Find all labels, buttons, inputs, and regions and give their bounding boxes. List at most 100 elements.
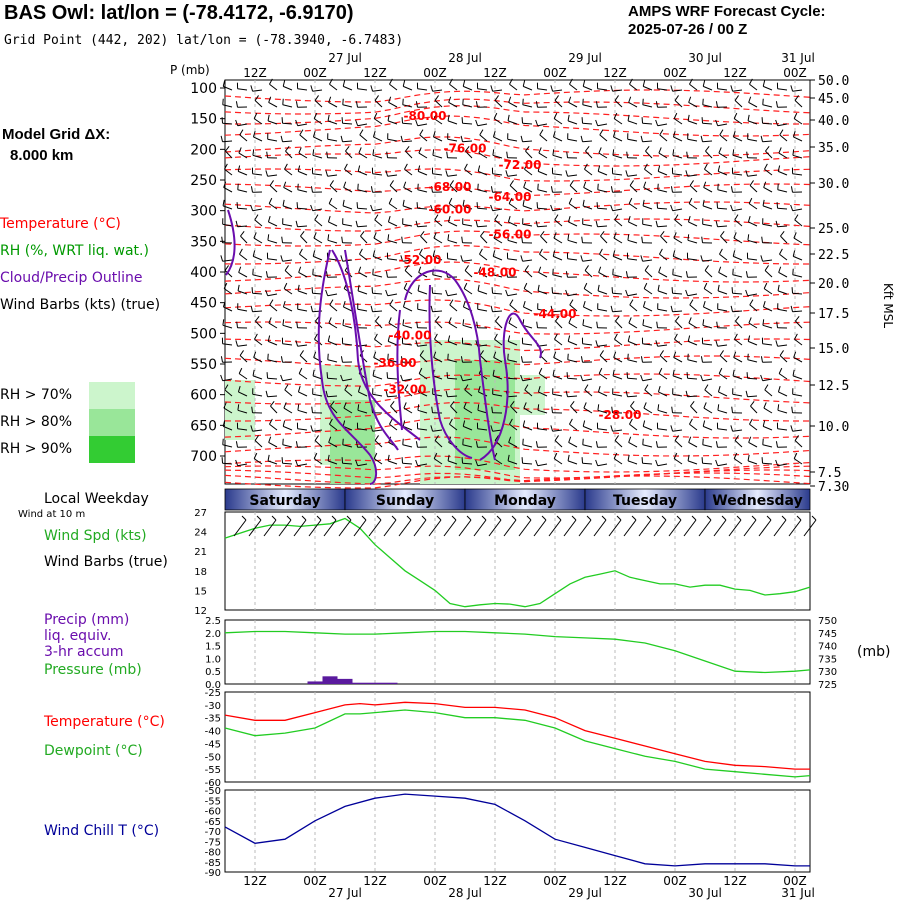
- wind-barb-88: [373, 112, 383, 125]
- wind-barb-18: [490, 85, 503, 92]
- barb-flag: [688, 96, 692, 103]
- bottom-date-label-3: 30 Jul: [688, 886, 722, 900]
- wind-barb-132: [447, 133, 458, 142]
- kft-label-8: 17.5: [818, 307, 849, 322]
- kft-label-0: 50.0: [818, 74, 849, 89]
- top-time-label-0: 12Z: [243, 66, 267, 80]
- wind-barb-3: [269, 78, 278, 91]
- kft-label-9: 15.0: [818, 342, 849, 357]
- barb-staff: [704, 168, 713, 176]
- wind-barb-34: [730, 85, 743, 92]
- barb-staff: [763, 85, 773, 91]
- swatch-rh70: [89, 382, 135, 409]
- bottom-time-label-1: 00Z: [303, 874, 327, 888]
- barb-staff: [658, 170, 668, 176]
- wind-barb-46: [328, 96, 338, 108]
- kft-axis-title: Kft MSL: [881, 283, 895, 328]
- barb-staff: [522, 122, 533, 125]
- barb-flag: [717, 165, 721, 172]
- wind-barb-154: [779, 129, 788, 142]
- wind-barb-184: [645, 145, 653, 159]
- temp-contour-12: [224, 261, 811, 283]
- wind-barb-238: [283, 181, 293, 193]
- barb-staff: [252, 154, 263, 159]
- barb-flag: [462, 80, 466, 87]
- barb-staff: [553, 118, 563, 125]
- p-label-8: 500: [190, 326, 217, 342]
- barb-staff: [372, 173, 383, 176]
- barb-flag: [475, 101, 479, 108]
- wind-barb-118: [239, 129, 248, 142]
- wind-barb-131: [432, 130, 443, 142]
- barb-flag: [611, 167, 614, 174]
- wind-barb-158: [252, 149, 263, 159]
- temp-contour-24: [224, 465, 811, 479]
- wind-barb-108: [673, 112, 683, 125]
- bottom-date-label-4: 31 Jul: [781, 886, 815, 900]
- barb-flag: [509, 78, 513, 85]
- barb-staff: [478, 170, 488, 176]
- barb-staff: [405, 150, 413, 159]
- barb-staff: [282, 104, 293, 108]
- temp-contour-21: [224, 417, 811, 439]
- wind-barb-0: [222, 80, 233, 91]
- barb-staff: [538, 170, 548, 176]
- barb-flag: [239, 129, 244, 136]
- barb-flag: [221, 117, 224, 124]
- temp-label-10: -40.00: [389, 328, 432, 342]
- barb-staff: [479, 134, 488, 142]
- barb-flag: [525, 145, 530, 152]
- wind-barb-23: [569, 78, 578, 91]
- barb-staff: [224, 168, 233, 176]
- wind-barb-163: [326, 151, 338, 159]
- barb-flag: [640, 135, 644, 142]
- barb-flag: [672, 149, 675, 156]
- barb-staff: [328, 102, 338, 108]
- model-grid-label: Model Grid ΔX:: [2, 126, 111, 143]
- barb-staff: [629, 83, 638, 91]
- barb-staff: [507, 120, 518, 125]
- barb-staff: [329, 83, 338, 91]
- barb-staff: [372, 154, 383, 159]
- barb-flag: [610, 85, 614, 92]
- wind-barb-212: [477, 165, 488, 176]
- barb-flag: [522, 80, 526, 87]
- wind-barb-226: [685, 170, 698, 177]
- barb-flag: [657, 165, 661, 172]
- barb-staff: [418, 152, 428, 159]
- barb-flag: [642, 80, 646, 87]
- barb-flag: [506, 151, 509, 158]
- barb-staff: [282, 122, 293, 125]
- barb-flag: [747, 133, 749, 140]
- barb-staff: [417, 123, 428, 127]
- legend-rh: RH (%, WRT liq. wat.): [0, 243, 149, 259]
- dewpoint-label: Dewpoint (°C): [44, 743, 143, 759]
- barb-staff: [645, 150, 653, 159]
- barb-flag: [730, 85, 734, 92]
- barb-flag: [505, 170, 509, 177]
- wind-barb-190: [732, 149, 743, 159]
- wind-barb-77: [794, 95, 803, 108]
- barb-flag: [372, 130, 376, 138]
- barb-flag: [569, 78, 573, 85]
- wind-barb-64: [595, 101, 608, 108]
- barb-staff: [537, 88, 548, 91]
- wind-barb-229: [731, 167, 743, 176]
- wind-barb-152: [747, 133, 758, 142]
- wind-barb-57: [494, 95, 503, 108]
- wind-barb-102: [581, 117, 593, 125]
- p-label-11: 650: [190, 418, 217, 434]
- station-title: BAS Owl: lat/lon = (-78.4172, -6.9170): [4, 2, 354, 24]
- barb-flag: [554, 95, 559, 101]
- wind-barb-5: [296, 82, 308, 91]
- wind-barb-82: [281, 117, 293, 125]
- temp-contour-19: [224, 388, 811, 405]
- barb-flag: [565, 170, 569, 177]
- barb-staff: [447, 174, 458, 177]
- temp-label-0: -80.00: [404, 109, 447, 123]
- legend-temperature: Temperature (°C): [0, 216, 121, 232]
- barb-flag: [342, 80, 346, 87]
- barb-staff: [327, 120, 338, 125]
- top-time-label-7: 00Z: [663, 66, 687, 80]
- wind-barb-122: [299, 129, 308, 142]
